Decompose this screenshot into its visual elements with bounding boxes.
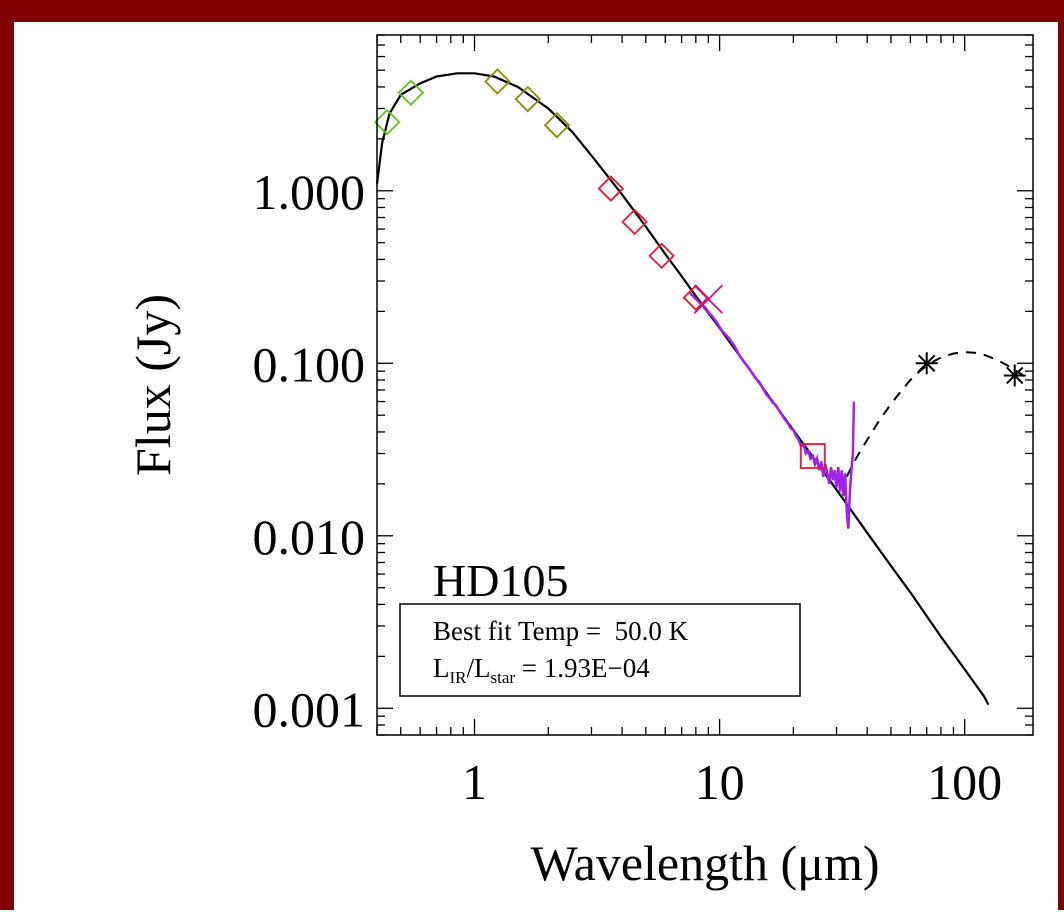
asterisk-stroke <box>1006 366 1024 385</box>
fit-temperature-text: Best fit Temp = 50.0 K <box>433 616 689 646</box>
diamond-marker <box>514 85 542 113</box>
diamond-marker <box>621 208 648 236</box>
square-marker <box>799 443 826 469</box>
star-name: HD105 <box>433 555 568 606</box>
y-axis-label: Flux (Jy) <box>125 294 181 476</box>
lir-sub-star: star <box>491 668 516 687</box>
y-tick-label: 0.100 <box>253 336 366 392</box>
x-tick-label: 100 <box>927 754 1002 810</box>
tick-labels: 1 10 100 0.001 0.010 0.100 1.000 <box>253 164 1003 810</box>
plot-background <box>14 22 1058 910</box>
diamond-marker <box>597 175 625 202</box>
irs-spectrum-line <box>688 290 856 529</box>
diamond-marker <box>648 242 675 270</box>
y-tick-label: 0.010 <box>253 509 366 565</box>
lir-sub-ir: IR <box>450 668 468 687</box>
asterisk-marker <box>915 352 938 375</box>
x-axis-label: Wavelength (μm) <box>530 835 879 891</box>
diamond-marker <box>397 79 425 107</box>
x-tick-label: 10 <box>695 754 745 810</box>
asterisk-stroke <box>918 354 936 372</box>
fit-info-box <box>399 603 801 697</box>
lir-value: = 1.93E−04 <box>515 653 650 683</box>
asterisk-marker <box>1003 364 1026 387</box>
x-tick-label: 1 <box>462 754 487 810</box>
lir-ratio-text: LIR/Lstar = 1.93E−04 <box>433 653 650 687</box>
diamond-marker <box>373 108 401 136</box>
cross-marker <box>693 284 724 314</box>
cross-stroke <box>693 284 724 314</box>
y-tick-label: 0.001 <box>253 681 366 737</box>
diamond-marker <box>484 68 511 95</box>
lir-l: L <box>433 653 450 683</box>
photosphere-model-line <box>375 72 990 706</box>
model-curves <box>375 72 1028 706</box>
dust-model-line <box>845 351 1028 478</box>
diamond-marker <box>543 111 571 139</box>
photometry-markers <box>373 68 1026 469</box>
lir-slash-l: /L <box>467 653 491 683</box>
plot-axes-box <box>376 34 1034 736</box>
axis-ticks <box>376 34 1033 736</box>
y-tick-label: 1.000 <box>253 164 366 220</box>
